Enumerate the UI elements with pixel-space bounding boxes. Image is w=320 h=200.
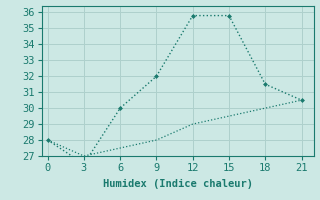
X-axis label: Humidex (Indice chaleur): Humidex (Indice chaleur) bbox=[103, 179, 252, 189]
